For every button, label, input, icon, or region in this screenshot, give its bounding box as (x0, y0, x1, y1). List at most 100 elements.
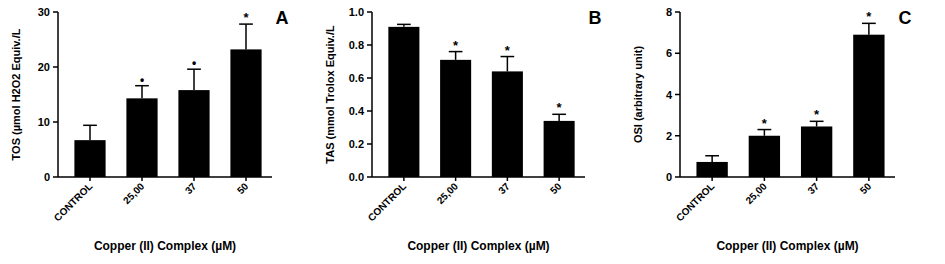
bar (230, 49, 261, 177)
significance-mark: • (192, 56, 196, 70)
y-tick-label: 2 (666, 130, 672, 142)
error-bar (397, 24, 411, 26)
error-bar (705, 156, 719, 162)
significance-mark: * (866, 9, 872, 24)
bar (544, 121, 575, 177)
y-tick (367, 110, 372, 112)
panel: 0 2 4 6 8 OSI (arbitrary unit) * * * CONTROL 25,00… (632, 6, 912, 253)
bars (696, 23, 884, 177)
y-tick-label: 0 (44, 171, 50, 183)
panel: 0 10 20 30 TOS (µmol H2O2 Equiv./L • • * CONTROL… (10, 6, 289, 253)
x-tick-label: 25,00 (743, 180, 769, 206)
bar (853, 35, 884, 177)
x-tick-label: CONTROL (674, 181, 717, 224)
x-tick (455, 177, 457, 181)
y-axis (371, 12, 373, 177)
y-tick-label: 0.8 (349, 39, 364, 51)
significance-mark: * (243, 10, 249, 25)
x-tick (816, 177, 818, 181)
x-tick-label: 25,00 (435, 180, 461, 206)
y-tick (367, 176, 372, 178)
x-tick (141, 177, 143, 181)
x-tick (193, 177, 195, 181)
y-tick (53, 11, 58, 13)
significance-mark: * (762, 116, 768, 131)
x-tick (868, 177, 870, 181)
x-tick (89, 177, 91, 181)
x-tick-label: 25,00 (121, 180, 147, 206)
x-axis-label: Copper (II) Complex (µM) (716, 239, 858, 253)
panel-letter: B (589, 8, 602, 28)
significance-mark: * (453, 38, 459, 53)
y-tick-label: 20 (38, 61, 50, 73)
x-tick (764, 177, 766, 181)
y-tick (675, 11, 680, 13)
y-tick (53, 121, 58, 123)
bar (74, 140, 105, 177)
error-bar (449, 52, 463, 60)
error-bar (187, 69, 201, 90)
error-bar (239, 24, 253, 49)
y-tick (675, 94, 680, 96)
bars (74, 24, 261, 177)
y-tick-label: 4 (666, 89, 673, 101)
figure: 0102030TOS (µmol H2O2 Equiv./L••*CONTROL… (0, 0, 945, 264)
y-tick-label: 10 (38, 116, 50, 128)
y-tick (675, 135, 680, 137)
y-tick-label: 1.0 (349, 6, 364, 18)
x-tick (558, 177, 560, 181)
x-tick (245, 177, 247, 181)
y-tick-label: 0 (666, 171, 672, 183)
y-tick-label: 0.0 (349, 171, 364, 183)
significance-mark: * (505, 43, 511, 58)
bar (696, 162, 727, 177)
panel-letter: C (899, 8, 912, 28)
error-bar (135, 86, 149, 99)
error-bar (501, 57, 515, 72)
y-tick-label: 0.4 (349, 105, 365, 117)
y-tick (53, 66, 58, 68)
y-tick (367, 44, 372, 46)
y-tick-label: 30 (38, 6, 50, 18)
x-tick-label: 37 (496, 180, 512, 196)
significance-mark: • (140, 73, 144, 87)
y-tick (367, 143, 372, 145)
x-axis-label: Copper (II) Complex (µM) (94, 239, 236, 253)
y-axis (57, 12, 59, 177)
bar (749, 136, 780, 177)
y-axis-label: OSI (arbitrary unit) (632, 46, 644, 144)
bar (440, 60, 471, 177)
y-tick-label: 0.6 (349, 72, 364, 84)
y-tick-label: 0.2 (349, 138, 364, 150)
y-tick (53, 176, 58, 178)
x-tick-label: 37 (183, 180, 199, 196)
x-tick (507, 177, 509, 181)
x-tick-label: 50 (548, 180, 564, 196)
bar (126, 98, 157, 177)
y-tick (675, 176, 680, 178)
bars (388, 24, 574, 177)
panel-letter: A (276, 8, 289, 28)
panel: 0.0 0.2 0.4 0.6 0.8 1.0 TAS (mmol Trolox Equiv… (324, 6, 602, 253)
error-bar (83, 125, 97, 140)
y-axis-label: TAS (mmol Trolox Equiv./L (324, 25, 336, 164)
error-bar (862, 23, 876, 34)
y-axis-label: TOS (µmol H2O2 Equiv./L (10, 28, 22, 160)
x-axis-label: Copper (II) Complex (µM) (407, 239, 549, 253)
x-tick-label: CONTROL (366, 181, 409, 224)
x-tick (711, 177, 713, 181)
y-tick-label: 6 (666, 47, 672, 59)
y-tick (367, 11, 372, 13)
x-tick-label: 50 (858, 180, 874, 196)
y-tick (675, 53, 680, 55)
bar (492, 71, 523, 177)
x-tick (403, 177, 405, 181)
x-tick-label: CONTROL (52, 181, 95, 224)
bar (388, 27, 419, 177)
x-tick-label: 37 (805, 180, 821, 196)
bar (801, 126, 832, 177)
significance-mark: * (814, 107, 820, 122)
bar (178, 90, 209, 177)
y-tick-label: 8 (666, 6, 672, 18)
x-tick-label: 50 (235, 180, 251, 196)
